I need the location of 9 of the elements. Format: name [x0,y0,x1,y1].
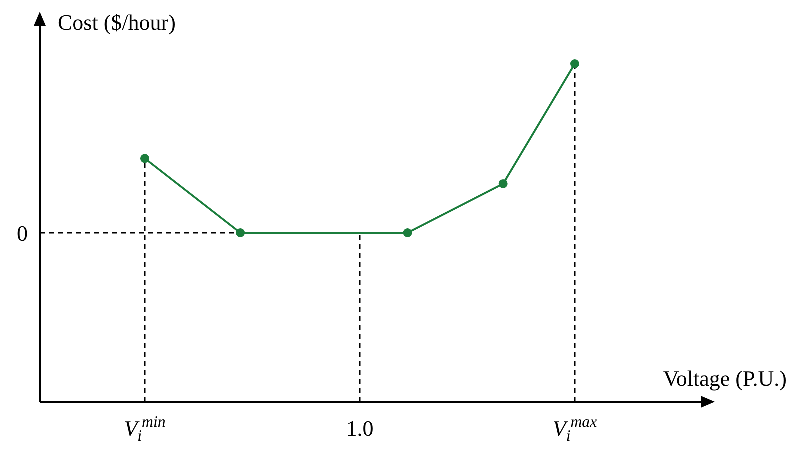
point [140,154,150,164]
x-axis-title: Voltage (P.U.) [663,366,787,391]
point [236,228,246,238]
y-axis-title: Cost ($/hour) [58,10,176,35]
point [498,179,508,188]
ref-line-label: 0 [17,220,28,246]
point [403,228,412,238]
x-tick-label: 1.0 [346,416,374,441]
point [570,60,580,68]
